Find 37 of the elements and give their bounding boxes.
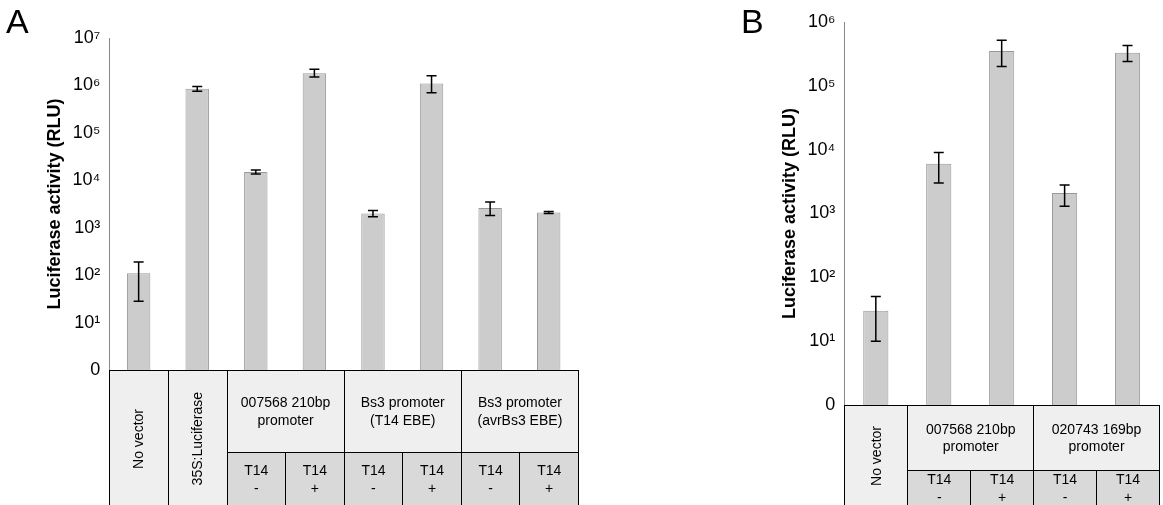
y-tick-label: 10¹	[809, 330, 836, 351]
y-tick-label: 10⁴	[807, 138, 836, 159]
text: Bs3 promoter (avrBs3 EBE)	[460, 370, 579, 453]
text: No vector	[867, 426, 885, 486]
x-tick-label: T14 -	[226, 452, 287, 505]
x-tick-label: T14 +	[970, 470, 1035, 505]
x-tick-label: T14 +	[1096, 470, 1160, 505]
chart-title: A	[6, 2, 29, 41]
text: 020743 169bp promoter	[1033, 405, 1160, 471]
x-tick-label: T14 -	[1033, 470, 1098, 505]
y-axis-title: Luciferase activity (RLU)	[43, 98, 64, 310]
chart-title: B	[741, 2, 764, 41]
y-tick-label: 0	[825, 393, 836, 414]
y-tick-label: 10¹	[74, 311, 101, 332]
y-tick-label: 0	[90, 358, 101, 379]
y-tick-label: 10⁴	[72, 169, 101, 190]
y-tick-label: 10⁵	[72, 121, 101, 142]
x-tick-label: T14 +	[285, 452, 345, 505]
text: 007568 210bp promoter	[907, 405, 1035, 471]
y-tick-label: 10³	[74, 216, 101, 237]
y-tick-label: 10⁵	[807, 74, 836, 95]
y-tick-label: 10²	[809, 266, 836, 287]
x-tick-label: T14 +	[519, 452, 579, 505]
text: 35S:Luciferase	[188, 391, 206, 486]
y-tick-label: 10²	[74, 264, 101, 285]
y-tick-label: 10⁶	[72, 74, 101, 95]
y-tick-label: 10⁷	[73, 26, 101, 47]
text: No vector	[130, 408, 148, 469]
text: 007568 210bp promoter	[226, 370, 345, 453]
y-axis-title: Luciferase activity (RLU)	[778, 107, 799, 320]
text: Bs3 promoter (T14 EBE)	[343, 370, 462, 453]
x-tick-label: T14 +	[402, 452, 462, 505]
x-tick-label: T14 -	[343, 452, 404, 505]
x-tick-label: T14 -	[907, 470, 972, 505]
y-tick-label: 10³	[809, 202, 836, 223]
x-tick-label: T14 -	[460, 452, 521, 505]
y-tick-label: 10⁶	[807, 10, 836, 31]
